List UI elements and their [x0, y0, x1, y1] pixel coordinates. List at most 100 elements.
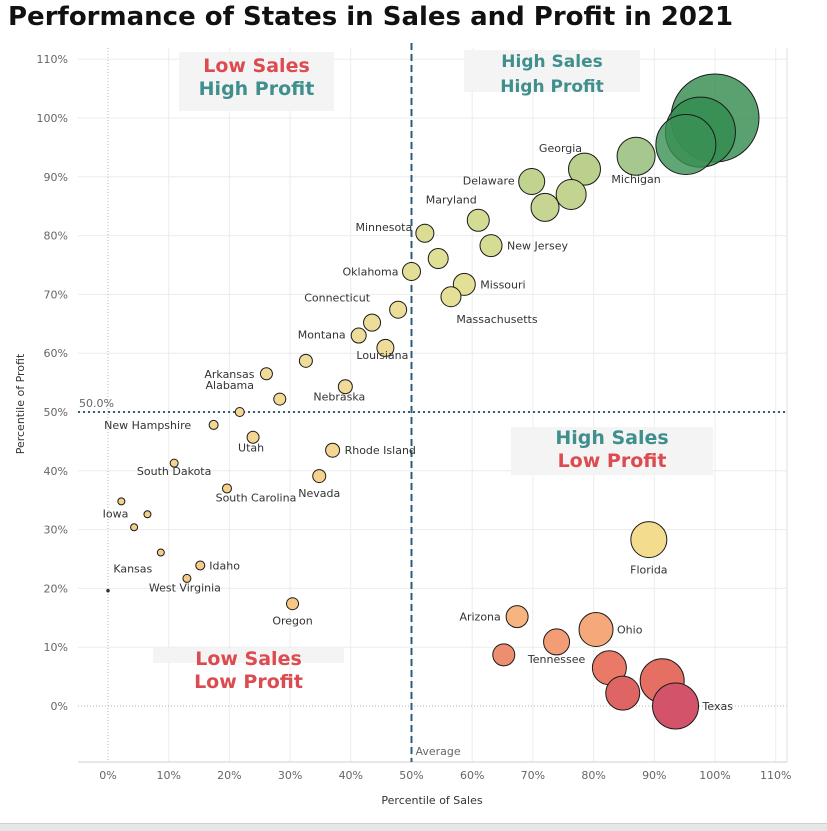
data-point	[117, 497, 126, 506]
point-label: Minnesota	[355, 221, 412, 234]
data-point	[246, 430, 260, 444]
y-tick-label: 30%	[44, 524, 68, 537]
x-tick-label: 90%	[642, 769, 666, 782]
data-point	[195, 560, 206, 571]
grid	[78, 48, 787, 762]
quadrant-bottom-left-line2: Low Profit	[194, 671, 303, 693]
data-point	[567, 152, 601, 186]
x-tick-label: 100%	[699, 769, 730, 782]
point-label: Iowa	[103, 507, 129, 520]
point-label: Ohio	[617, 624, 643, 637]
point-label: Oregon	[272, 615, 312, 628]
axes: 0% 10% 20% 30% 40% 50% 60% 70% 80% 90% 100% 110% 0% 1…	[14, 48, 791, 807]
quadrant-bottom-right-line2: Low Profit	[557, 450, 667, 472]
average-line-label: Average	[416, 745, 461, 758]
quadrant-top-right-line2: High Profit	[500, 77, 604, 97]
x-tick-label: 80%	[581, 769, 605, 782]
data-point	[325, 442, 341, 458]
data-point	[543, 628, 571, 656]
data-point	[555, 178, 587, 210]
data-point	[273, 392, 287, 406]
point-labels: Michigan Georgia Delaware Maryland Minnesota…	[103, 142, 734, 713]
x-tick-label: 50%	[399, 769, 423, 782]
data-point	[312, 469, 327, 484]
quadrant-top-left-line1: Low Sales	[203, 55, 310, 77]
data-point	[652, 682, 700, 730]
data-point	[169, 458, 179, 468]
point-label: Montana	[298, 329, 346, 342]
quadrant-bottom-left-line1: Low Sales	[195, 648, 302, 670]
point-label: Kansas	[113, 563, 152, 576]
point-label: Connecticut	[304, 292, 371, 305]
data-point	[530, 192, 560, 222]
point-label: Louisiana	[356, 349, 408, 362]
data-point	[298, 353, 313, 368]
data-point	[505, 605, 529, 629]
x-tick-label: 40%	[339, 769, 363, 782]
data-point	[402, 261, 421, 281]
point-label: Michigan	[611, 173, 660, 186]
y-tick-label: 70%	[44, 288, 68, 301]
quadrant-top-left-line2: High Profit	[198, 78, 315, 100]
data-point	[376, 338, 395, 357]
data-point	[578, 612, 614, 648]
chart-title: Performance of States in Sales and Profi…	[8, 2, 734, 32]
x-tick-label: 20%	[217, 769, 241, 782]
bottom-scroll-strip	[0, 823, 827, 831]
point-label: Rhode Island	[345, 444, 416, 457]
data-point	[208, 419, 219, 430]
data-point	[221, 483, 232, 494]
point-label: Florida	[630, 564, 667, 577]
data-point	[605, 675, 641, 711]
data-point	[259, 367, 273, 381]
data-point	[630, 521, 668, 559]
point-label: Delaware	[463, 175, 515, 188]
point-label: West Virginia	[149, 581, 221, 594]
point-label: South Dakota	[137, 465, 211, 478]
point-label: Arkansas	[204, 368, 254, 381]
data-point	[337, 379, 353, 395]
reference-lines: Average 50.0%	[78, 43, 787, 762]
y-axis-title: Percentile of Profit	[14, 353, 27, 454]
data-point	[143, 510, 152, 519]
y-tick-label: 40%	[44, 465, 68, 478]
x-tick-label: 60%	[460, 769, 484, 782]
x-axis-title: Percentile of Sales	[381, 794, 482, 807]
data-point	[363, 313, 382, 332]
quadrant-label-top-left: Low Sales High Profit	[179, 52, 334, 111]
data-point	[440, 286, 462, 308]
point-label: South Carolina	[216, 491, 297, 504]
x-tick-label: 110%	[760, 769, 791, 782]
quadrant-top-right-line1: High Sales	[501, 52, 603, 72]
point-label: New Hampshire	[104, 419, 191, 432]
data-point	[415, 223, 435, 243]
y-tick-label: 90%	[44, 171, 68, 184]
point-label: Alabama	[206, 379, 255, 392]
point-label: Tennessee	[527, 653, 586, 666]
point-label: Texas	[702, 700, 734, 713]
quadrant-bottom-right-line1: High Sales	[555, 427, 669, 449]
data-point	[655, 113, 717, 175]
data-point	[479, 234, 503, 258]
x-tick-label: 70%	[521, 769, 545, 782]
data-point	[156, 548, 165, 557]
point-label: Arizona	[459, 611, 500, 624]
y-tick-label: 50%	[44, 406, 68, 419]
point-label: Massachusetts	[456, 313, 538, 326]
data-point	[466, 208, 490, 232]
data-points	[106, 73, 760, 730]
point-label: Missouri	[480, 278, 525, 291]
point-label: Nebraska	[313, 391, 365, 404]
data-point	[616, 136, 656, 176]
y-tick-label: 80%	[44, 230, 68, 243]
quadrant-label-bottom-right: High Sales Low Profit	[511, 427, 713, 475]
point-label: Oklahoma	[343, 265, 399, 278]
data-point	[234, 407, 245, 417]
y-tick-label: 100%	[37, 112, 68, 125]
data-point	[182, 573, 192, 583]
y-tick-label: 0%	[51, 700, 68, 713]
y-tick-label: 110%	[37, 53, 68, 66]
point-label: New Jersey	[507, 240, 569, 253]
quadrant-label-top-right: High Sales High Profit	[464, 50, 640, 97]
y-tick-label: 20%	[44, 582, 68, 595]
